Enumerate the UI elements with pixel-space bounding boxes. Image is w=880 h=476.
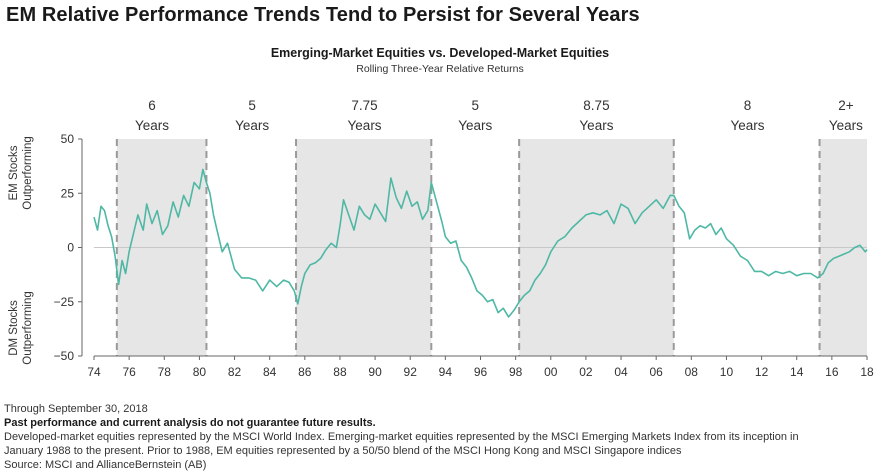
period-label-6-value: 2+ — [838, 98, 854, 113]
y-axis: 50 25 0 −25 −50 — [54, 132, 83, 363]
x-tick-label-20: 14 — [790, 365, 804, 379]
x-tick-label-3: 80 — [193, 365, 207, 379]
period-label-3-unit: Years — [458, 118, 492, 133]
period-label-1-unit: Years — [235, 118, 269, 133]
x-axis: 74 76 78 80 82 84 86 88 90 92 94 96 98 00 02 04 06 08 10 12… — [87, 355, 874, 379]
x-tick-label-19: 12 — [755, 365, 769, 379]
series-line-group — [93, 168, 868, 318]
period-label-3-value: 5 — [471, 98, 479, 113]
x-tick-label-11: 96 — [474, 365, 488, 379]
x-tick-label-15: 04 — [614, 365, 628, 379]
x-tick-label-8: 90 — [368, 365, 382, 379]
line-chart: 6 Years 5 Years 7.75 Years 5 Years 8.75 Years 8 Yea… — [8, 98, 874, 379]
period-label-1-value: 5 — [248, 98, 256, 113]
x-tick-label-0: 74 — [87, 365, 101, 379]
x-tick-label-16: 06 — [650, 365, 664, 379]
footnote-index-note-1: Developed-market equities represented by… — [4, 431, 799, 443]
period-label-4-unit: Years — [579, 118, 613, 133]
x-tick-label-9: 92 — [404, 365, 418, 379]
x-tick-label-17: 08 — [685, 365, 699, 379]
footnote-disclaimer: Past performance and current analysis do… — [4, 417, 376, 429]
y-tick-label-1: 25 — [61, 186, 75, 200]
footnote-index-note-2: January 1988 to the present. Prior to 19… — [4, 445, 682, 457]
x-tick-label-7: 88 — [333, 365, 347, 379]
ylabel-bottom-line1: DM Stocks — [8, 300, 20, 356]
x-tick-label-14: 02 — [579, 365, 593, 379]
period-labels: 6 Years 5 Years 7.75 Years 5 Years 8.75 Years 8 Yea… — [135, 98, 863, 133]
y-tick-label-2: 0 — [67, 241, 74, 255]
x-tick-label-21: 16 — [825, 365, 839, 379]
x-tick-label-12: 98 — [509, 365, 523, 379]
ylabel-top-line2: Outperforming — [22, 136, 34, 210]
period-label-0-unit: Years — [135, 118, 169, 133]
x-tick-label-2: 78 — [158, 365, 172, 379]
chart-title: Emerging-Market Equities vs. Developed-M… — [270, 46, 610, 60]
ylabel-bottom-line2: Outperforming — [22, 291, 34, 365]
x-tick-label-13: 00 — [544, 365, 558, 379]
x-tick-label-6: 86 — [298, 365, 312, 379]
x-tick-label-18: 10 — [720, 365, 734, 379]
footnote-through: Through September 30, 2018 — [4, 403, 148, 415]
x-tick-label-4: 82 — [228, 365, 242, 379]
x-tick-label-10: 94 — [439, 365, 453, 379]
y-tick-label-0: 50 — [61, 132, 75, 146]
period-dividers — [115, 139, 821, 356]
y-tick-label-4: −50 — [54, 349, 75, 363]
period-label-5-unit: Years — [731, 118, 765, 133]
period-label-2-value: 7.75 — [351, 98, 377, 113]
footnotes: Through September 30, 2018 Past performa… — [4, 402, 876, 472]
chart-subtitle: Rolling Three-Year Relative Returns — [356, 63, 524, 75]
x-tick-label-22: 18 — [860, 365, 874, 379]
headline: EM Relative Performance Trends Tend to P… — [6, 4, 640, 26]
y-tick-label-3: −25 — [54, 295, 75, 309]
footnote-source: Source: MSCI and AllianceBernstein (AB) — [4, 459, 207, 471]
x-tick-label-1: 76 — [122, 365, 136, 379]
period-label-5-value: 8 — [744, 98, 752, 113]
period-label-2-unit: Years — [348, 118, 382, 133]
y-axis-labels: EM Stocks Outperforming DM Stocks Outper… — [8, 136, 34, 365]
series-line — [93, 168, 868, 318]
period-label-4-value: 8.75 — [583, 98, 609, 113]
period-label-6-unit: Years — [829, 118, 863, 133]
period-label-0-value: 6 — [148, 98, 156, 113]
x-tick-label-5: 84 — [263, 365, 277, 379]
ylabel-top-line1: EM Stocks — [8, 145, 20, 200]
